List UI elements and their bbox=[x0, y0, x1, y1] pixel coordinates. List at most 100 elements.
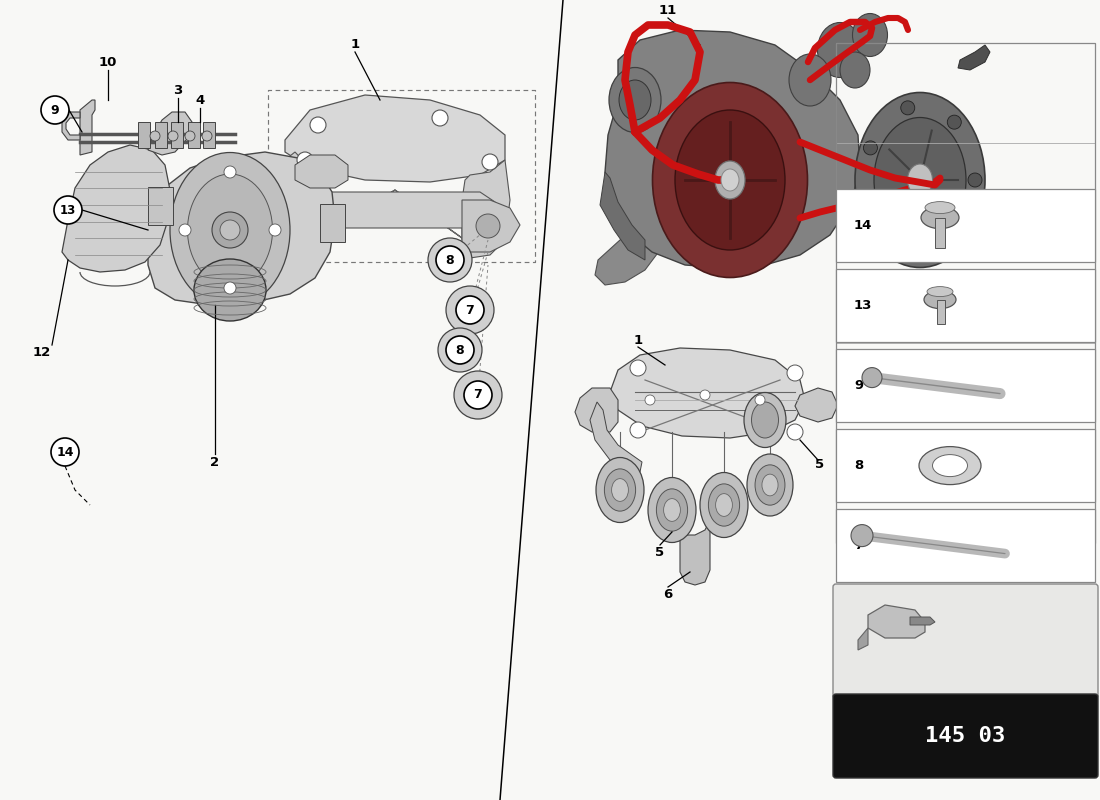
Circle shape bbox=[41, 96, 69, 124]
Ellipse shape bbox=[851, 525, 873, 546]
Polygon shape bbox=[62, 112, 80, 140]
Polygon shape bbox=[462, 200, 520, 252]
Bar bbox=[935, 218, 945, 248]
Text: 1: 1 bbox=[634, 334, 642, 346]
Polygon shape bbox=[295, 192, 495, 228]
Text: 8: 8 bbox=[455, 343, 464, 357]
Ellipse shape bbox=[187, 174, 273, 286]
Ellipse shape bbox=[663, 498, 681, 522]
Polygon shape bbox=[62, 145, 170, 272]
Text: 7: 7 bbox=[474, 389, 483, 402]
Circle shape bbox=[51, 438, 79, 466]
FancyBboxPatch shape bbox=[836, 509, 1094, 582]
Bar bbox=[204, 122, 214, 148]
Ellipse shape bbox=[708, 484, 739, 526]
Text: 2: 2 bbox=[210, 455, 220, 469]
Circle shape bbox=[212, 212, 248, 248]
Circle shape bbox=[645, 395, 654, 405]
Ellipse shape bbox=[925, 202, 955, 214]
Ellipse shape bbox=[657, 489, 688, 531]
Ellipse shape bbox=[918, 446, 981, 485]
Bar bbox=[138, 122, 150, 148]
Circle shape bbox=[454, 371, 502, 419]
Polygon shape bbox=[295, 155, 348, 188]
Circle shape bbox=[864, 205, 878, 219]
Circle shape bbox=[179, 224, 191, 236]
Bar bbox=[170, 122, 183, 148]
Polygon shape bbox=[285, 95, 505, 182]
Polygon shape bbox=[858, 628, 868, 650]
Polygon shape bbox=[868, 605, 925, 638]
Circle shape bbox=[446, 336, 474, 364]
Bar bbox=[155, 122, 167, 148]
FancyBboxPatch shape bbox=[833, 694, 1098, 778]
Ellipse shape bbox=[170, 153, 290, 307]
Circle shape bbox=[864, 141, 878, 155]
Ellipse shape bbox=[604, 469, 636, 511]
Bar bbox=[937, 300, 945, 323]
Polygon shape bbox=[80, 100, 95, 155]
Text: 10: 10 bbox=[99, 55, 118, 69]
Circle shape bbox=[202, 131, 212, 141]
Circle shape bbox=[968, 173, 982, 187]
Circle shape bbox=[436, 246, 464, 274]
Text: 5: 5 bbox=[656, 546, 664, 558]
Bar bbox=[188, 122, 200, 148]
Text: 14: 14 bbox=[854, 219, 872, 232]
FancyBboxPatch shape bbox=[833, 584, 1098, 698]
Circle shape bbox=[224, 166, 236, 178]
Polygon shape bbox=[600, 172, 645, 260]
Circle shape bbox=[786, 365, 803, 381]
Text: 12: 12 bbox=[33, 346, 51, 358]
Bar bbox=[836, 43, 1094, 543]
Circle shape bbox=[270, 224, 280, 236]
Circle shape bbox=[465, 382, 491, 408]
Circle shape bbox=[54, 196, 82, 224]
Circle shape bbox=[947, 115, 961, 129]
Circle shape bbox=[786, 424, 803, 440]
Ellipse shape bbox=[921, 206, 959, 229]
Text: 4: 4 bbox=[196, 94, 205, 106]
Polygon shape bbox=[910, 617, 935, 625]
Text: 7: 7 bbox=[854, 539, 864, 552]
Circle shape bbox=[220, 220, 240, 240]
Text: 9: 9 bbox=[854, 379, 864, 392]
Circle shape bbox=[428, 238, 472, 282]
Ellipse shape bbox=[720, 169, 739, 191]
Bar bbox=[148, 187, 173, 225]
Circle shape bbox=[456, 296, 484, 324]
Text: 11: 11 bbox=[659, 3, 678, 17]
Circle shape bbox=[476, 214, 501, 238]
Circle shape bbox=[630, 422, 646, 438]
Ellipse shape bbox=[747, 454, 793, 516]
Text: 145 03: 145 03 bbox=[925, 726, 1005, 746]
Ellipse shape bbox=[716, 494, 733, 516]
Ellipse shape bbox=[194, 259, 266, 321]
Circle shape bbox=[700, 390, 710, 400]
Polygon shape bbox=[680, 520, 710, 585]
FancyBboxPatch shape bbox=[836, 189, 1094, 262]
Circle shape bbox=[224, 282, 236, 294]
FancyBboxPatch shape bbox=[836, 269, 1094, 342]
Ellipse shape bbox=[762, 474, 778, 496]
Polygon shape bbox=[795, 388, 838, 422]
Ellipse shape bbox=[675, 110, 785, 250]
FancyBboxPatch shape bbox=[836, 429, 1094, 502]
Circle shape bbox=[482, 154, 498, 170]
Ellipse shape bbox=[700, 473, 748, 538]
Ellipse shape bbox=[609, 67, 661, 133]
Ellipse shape bbox=[908, 164, 933, 196]
Text: 13: 13 bbox=[854, 299, 872, 312]
Ellipse shape bbox=[755, 465, 785, 505]
Polygon shape bbox=[958, 45, 990, 70]
Ellipse shape bbox=[652, 82, 807, 278]
Ellipse shape bbox=[924, 290, 956, 309]
Circle shape bbox=[432, 110, 448, 126]
Circle shape bbox=[755, 395, 764, 405]
Text: 3: 3 bbox=[174, 83, 183, 97]
Polygon shape bbox=[610, 348, 805, 438]
Polygon shape bbox=[605, 30, 860, 268]
Text: 8: 8 bbox=[446, 254, 454, 266]
Text: 7: 7 bbox=[465, 303, 474, 317]
Text: 14: 14 bbox=[56, 446, 74, 458]
